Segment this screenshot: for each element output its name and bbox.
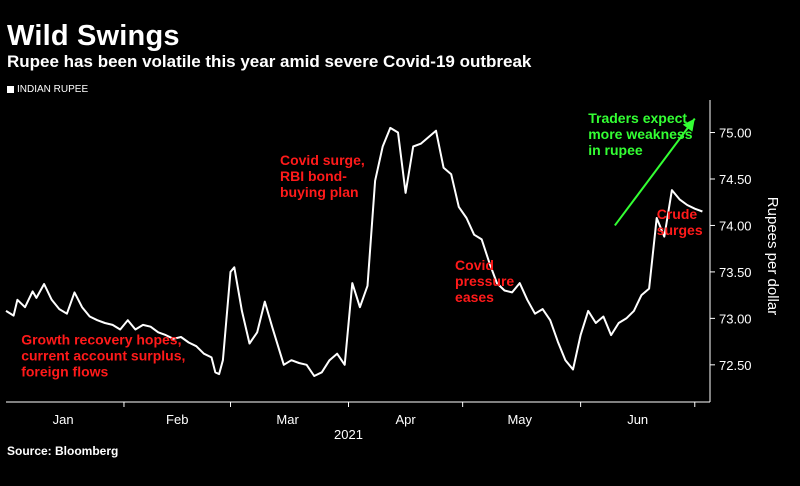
annotation-text: surges (657, 222, 703, 238)
x-year-label: 2021 (334, 427, 363, 442)
x-tick-label: Jan (53, 412, 74, 427)
y-tick-label: 75.00 (719, 126, 752, 141)
x-tick-label: Mar (276, 412, 299, 427)
annotation-text: pressure (455, 273, 514, 289)
annotation-text: foreign flows (21, 363, 108, 379)
x-tick-label: May (507, 412, 532, 427)
y-tick-label: 74.50 (719, 172, 752, 187)
y-axis-label: Rupees per dollar (764, 197, 781, 315)
annotation-text: more weakness (588, 126, 692, 142)
annotation-text: RBI bond- (280, 168, 347, 184)
legend: INDIAN RUPEE (7, 84, 88, 95)
legend-swatch (7, 86, 14, 93)
y-tick-label: 74.00 (719, 218, 752, 233)
source-note: Source: Bloomberg (7, 444, 119, 458)
annotation-text: Crude (657, 206, 698, 222)
annotation-text: buying plan (280, 184, 359, 200)
annotation-text: eases (455, 289, 494, 305)
chart-subtitle: Rupee has been volatile this year amid s… (7, 52, 532, 71)
y-tick-label: 73.00 (719, 311, 752, 326)
annotation-text: Covid (455, 257, 494, 273)
series-line-indian-rupee (5, 126, 703, 377)
legend-label: INDIAN RUPEE (17, 84, 89, 95)
y-tick-label: 72.50 (719, 358, 752, 373)
y-tick-label: 73.50 (719, 265, 752, 280)
annotation-text: in rupee (588, 142, 643, 158)
annotation-text: Covid surge, (280, 152, 365, 168)
annotation-text: Growth recovery hopes, (21, 331, 181, 347)
annotation-text: Traders expect (588, 110, 687, 126)
trend-arrow-head (682, 118, 695, 132)
trend-arrow-line (614, 117, 696, 227)
x-tick-label: Apr (395, 412, 416, 427)
x-tick-label: Jun (627, 412, 648, 427)
annotation-text: current account surplus, (21, 347, 185, 363)
x-tick-label: Feb (166, 412, 188, 427)
chart-title: Wild Swings (7, 20, 180, 52)
